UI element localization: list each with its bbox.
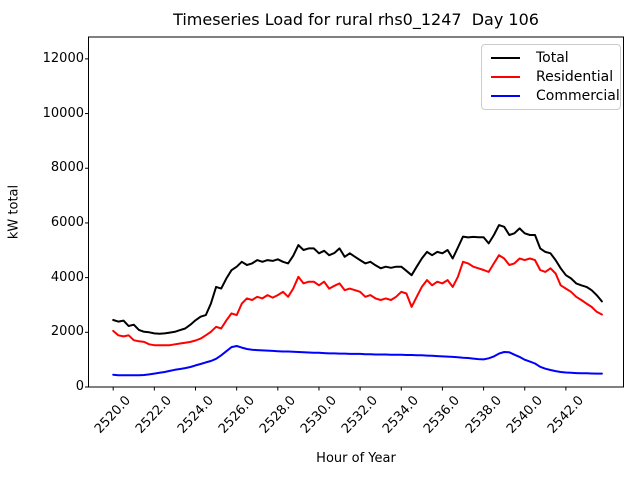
chart-title: Timeseries Load for rural rhs0_1247 Day …	[173, 10, 539, 29]
y-axis-label: kW total	[6, 184, 22, 240]
legend-label-residential: Residential	[536, 68, 614, 85]
legend-line-total	[491, 57, 520, 60]
legend-line-commercial	[491, 94, 520, 97]
legend-line-residential	[491, 75, 520, 78]
axes-spines	[88, 36, 624, 388]
series-line-residential	[112, 254, 603, 347]
x-axis-label: Hour of Year	[316, 451, 396, 466]
legend-item-commercial: Commercial	[491, 88, 620, 104]
series-line-commercial	[112, 345, 603, 377]
legend-label-commercial: Commercial	[536, 87, 620, 104]
legend: Total Residential Commercial	[481, 44, 621, 110]
series-line-total	[112, 224, 603, 335]
legend-label-total: Total	[536, 50, 569, 67]
legend-item-total: Total	[491, 50, 611, 66]
legend-item-residential: Residential	[491, 68, 614, 85]
